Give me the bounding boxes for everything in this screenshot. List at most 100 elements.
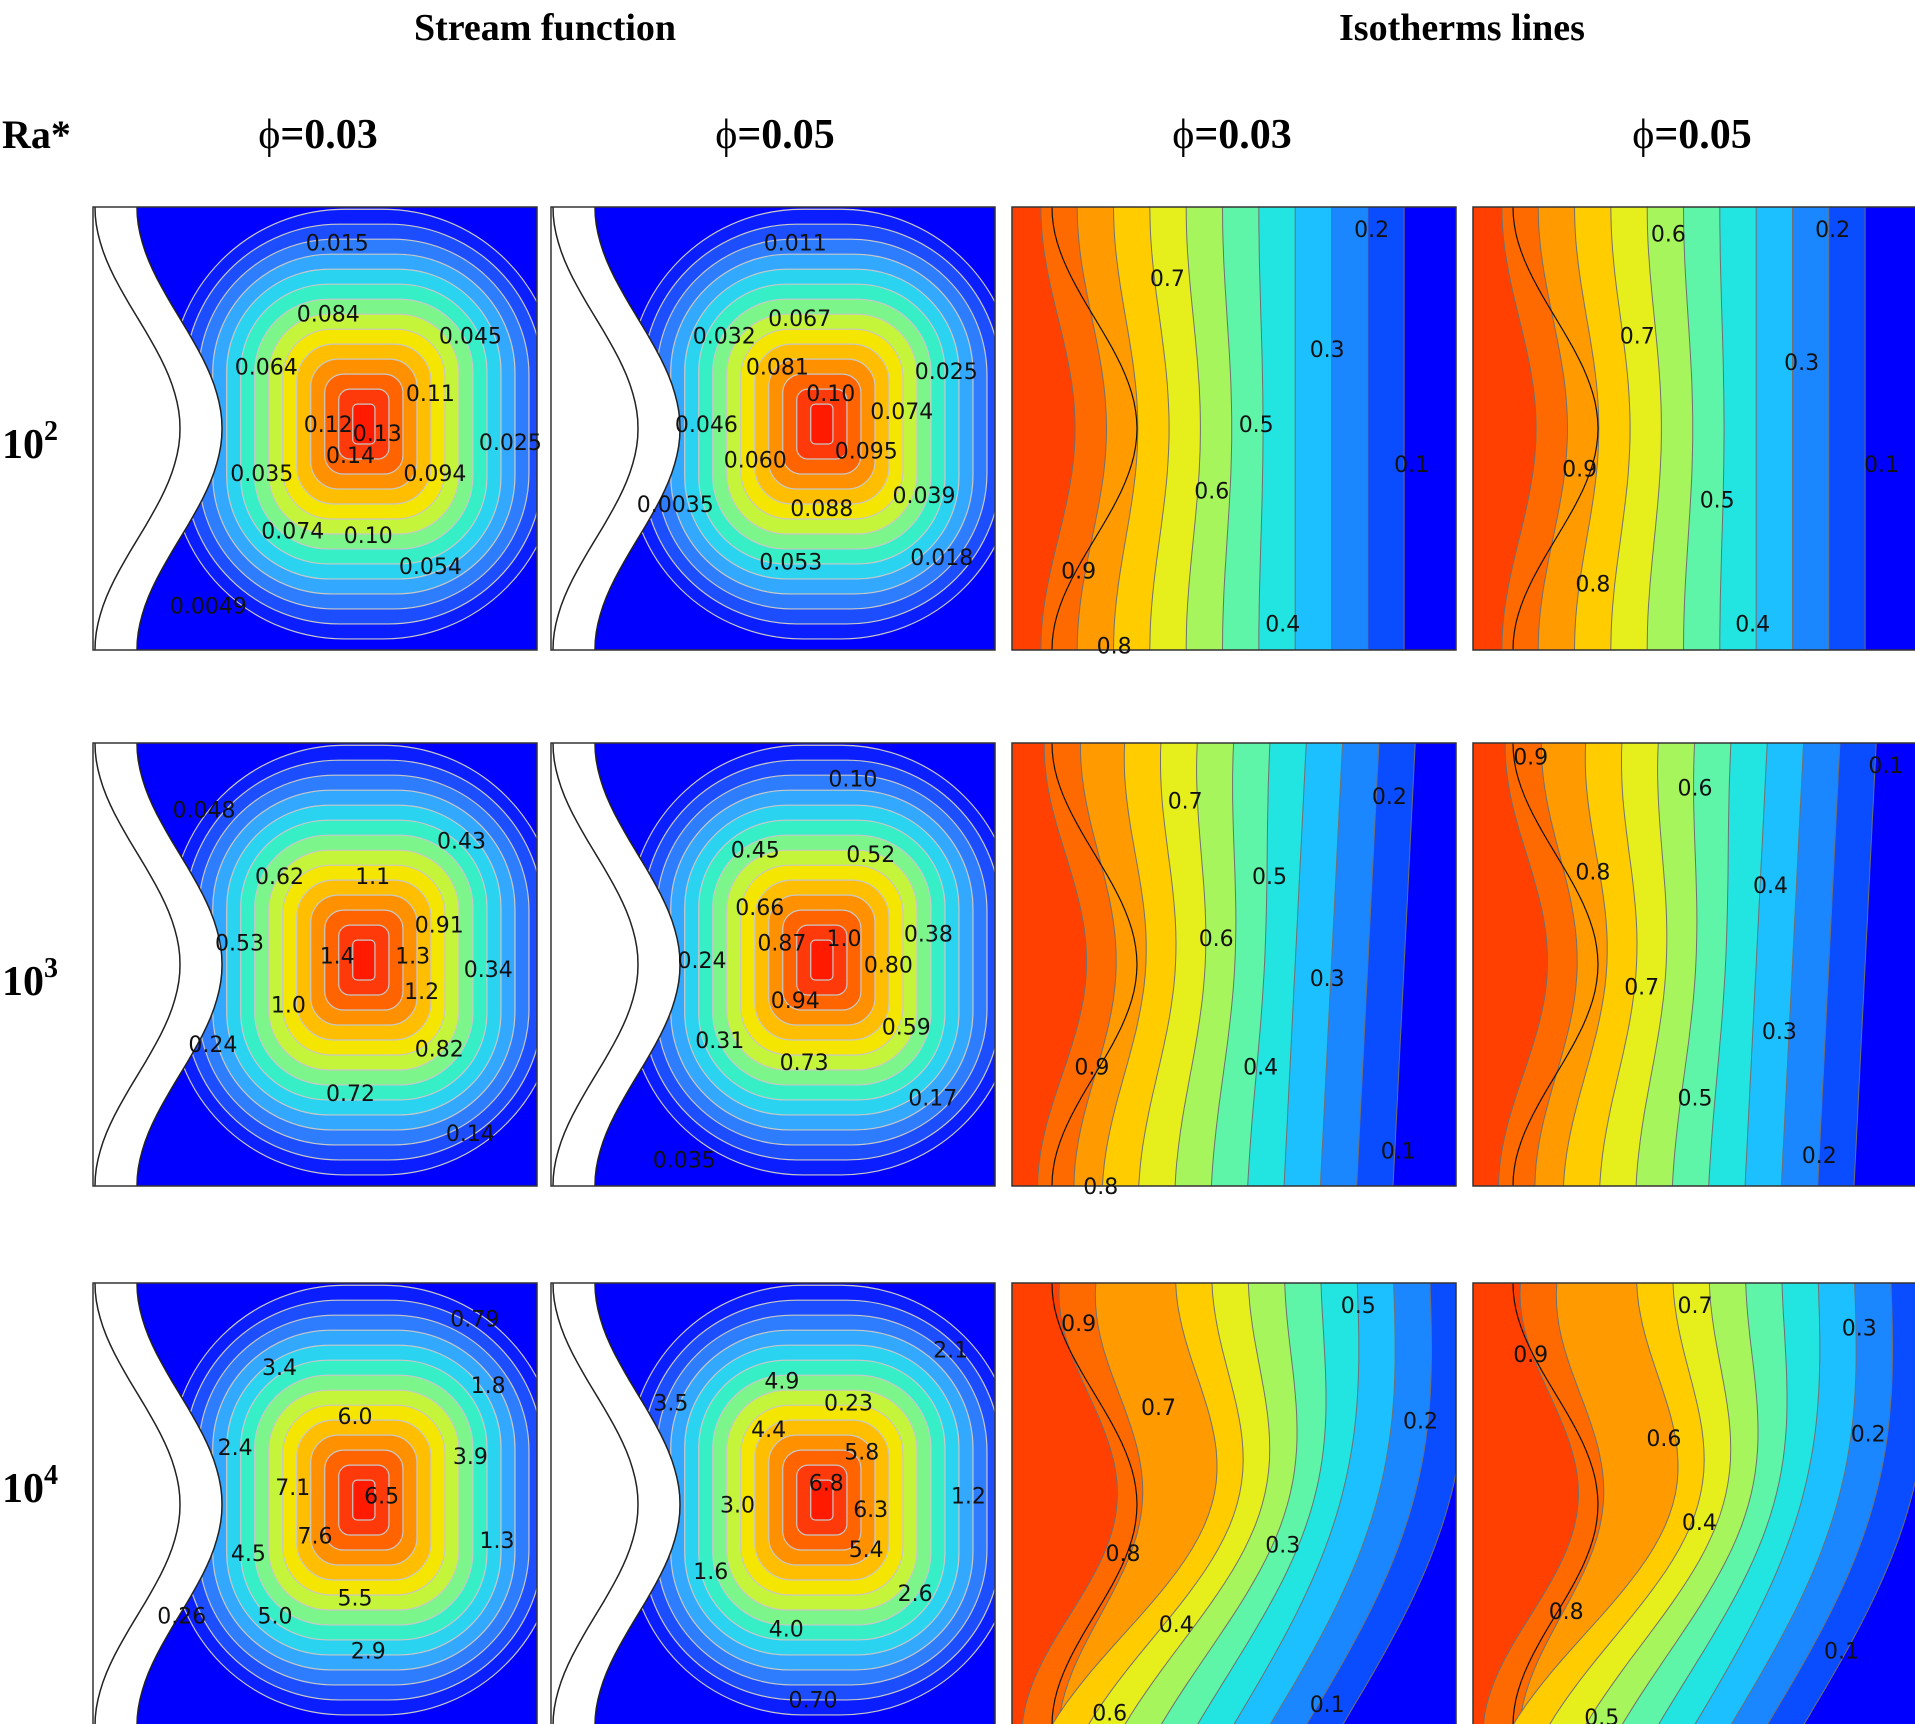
panel-2-3: 0.7 0.2 0.5 0.6 0.3 0.9 0.4 0.1 0.8 <box>1011 742 1457 1200</box>
contour-label: 0.4 <box>1159 1613 1194 1638</box>
contour-label: 0.8 <box>1106 1542 1141 1567</box>
contour-label: 0.9 <box>1562 457 1597 482</box>
contour-label: 2.4 <box>218 1436 253 1461</box>
contour-label: 0.13 <box>353 422 402 447</box>
contour-label: 0.5 <box>1700 488 1735 513</box>
contour-label: 0.2 <box>1802 1144 1837 1169</box>
contour-label: 0.3 <box>1784 351 1819 376</box>
contour-label: 0.1 <box>1381 1140 1416 1165</box>
contour-label: 1.0 <box>271 993 306 1018</box>
contour-label: 2.6 <box>898 1582 933 1607</box>
isotherm-wall-line <box>1051 1283 1138 1724</box>
contour-label: 6.3 <box>853 1498 888 1523</box>
phi-value: =0.03 <box>1194 112 1291 158</box>
isotherm-band <box>1403 207 1456 650</box>
panel-3-2: 2.1 3.5 4.9 0.23 4.4 5.86.8 1.2 3.0 6.3 5.4 1.6 2.6… <box>550 1282 996 1724</box>
contour-label: 0.095 <box>835 440 898 465</box>
contour-label: 5.8 <box>844 1440 879 1465</box>
contour-label: 0.10 <box>806 382 855 407</box>
solid-wall <box>551 207 680 650</box>
panel-frame <box>92 742 538 1187</box>
contour-label: 0.6 <box>1678 776 1713 801</box>
phi-value: =0.03 <box>280 112 377 158</box>
contour-label: 0.032 <box>693 325 756 350</box>
contour-label: 0.8 <box>1097 635 1132 660</box>
contour-label: 0.2 <box>1354 218 1389 243</box>
column-header-3: ϕ=0.03 <box>1172 112 1292 158</box>
phi-value: =0.05 <box>1654 112 1751 158</box>
contour-label: 0.66 <box>735 896 784 921</box>
row-header-2: 103 <box>2 953 58 1005</box>
contour-label: 0.2 <box>1403 1409 1438 1434</box>
row-header-3: 104 <box>2 1460 58 1512</box>
wall-outer-boundary <box>552 1283 639 1724</box>
column-header-1: ϕ=0.03 <box>258 112 378 158</box>
contour-label: 0.14 <box>446 1122 495 1147</box>
contour-label: 4.9 <box>764 1370 799 1395</box>
contour-label: 0.9 <box>1061 559 1096 584</box>
contour-label: 0.060 <box>724 449 787 474</box>
contour-label: 0.074 <box>261 519 324 544</box>
contour-label: 0.2 <box>1815 218 1850 243</box>
contour-label: 0.9 <box>1513 745 1548 770</box>
panel-frame <box>1472 206 1915 651</box>
contour-label: 0.6 <box>1651 223 1686 248</box>
contour-label: 0.5 <box>1584 1706 1619 1724</box>
contour-label: 0.17 <box>908 1086 957 1111</box>
solid-wall <box>93 207 222 650</box>
contour-label: 0.14 <box>326 444 375 469</box>
phi-symbol: ϕ <box>1172 112 1194 158</box>
contour-label: 0.4 <box>1735 612 1770 637</box>
stream-function-header: Stream function <box>414 7 676 49</box>
contour-label: 0.87 <box>757 931 806 956</box>
isotherm-band <box>1342 1283 1456 1724</box>
contour-label: 0.62 <box>255 865 304 890</box>
contour-label: 5.5 <box>338 1587 373 1612</box>
stream-contour-band <box>352 1479 376 1521</box>
contour-label: 0.3 <box>1310 967 1345 992</box>
contour-label: 0.9 <box>1061 1312 1096 1337</box>
contour-label: 0.11 <box>406 382 455 407</box>
contour-label: 0.084 <box>297 302 360 327</box>
wall-outer-boundary <box>94 1283 181 1724</box>
solid-wall <box>93 743 222 1186</box>
contour-label: 7.1 <box>275 1476 310 1501</box>
contour-label: 0.046 <box>675 413 738 438</box>
contour-label: 1.6 <box>693 1560 728 1585</box>
contour-label: 0.94 <box>771 989 820 1014</box>
contour-label: 0.70 <box>789 1688 838 1713</box>
panel-frame <box>1011 206 1457 651</box>
contour-label: 0.5 <box>1678 1086 1713 1111</box>
contour-label: 2.9 <box>351 1640 386 1665</box>
wall-outer-boundary <box>94 207 181 650</box>
contour-label: 0.025 <box>915 360 978 385</box>
contour-label: 0.91 <box>415 914 464 939</box>
contour-label: 0.018 <box>910 546 973 571</box>
contour-label: 0.074 <box>870 400 933 425</box>
contour-label: 0.2 <box>1851 1423 1886 1448</box>
phi-symbol: ϕ <box>258 112 280 158</box>
panel-3-1: 0.79 3.4 1.8 6.0 2.4 3.9 7.1 6.5 7.6 1.3 4.5 5.5 0.2… <box>92 1282 538 1724</box>
panel-3-4: 0.7 0.3 0.9 0.6 0.2 0.4 0.8 0.1 0.5 <box>1472 1282 1915 1724</box>
contour-label: 0.4 <box>1243 1055 1278 1080</box>
contour-label: 0.8 <box>1083 1175 1118 1200</box>
contour-label: 0.3 <box>1842 1316 1877 1341</box>
stream-contour-band <box>810 403 834 445</box>
contour-label: 6.0 <box>338 1405 373 1430</box>
contour-label: 0.8 <box>1549 1600 1584 1625</box>
panel-1-4: 0.6 0.2 0.7 0.3 0.1 0.9 0.5 0.8 0.4 <box>1472 206 1915 651</box>
solid-wall <box>551 1283 680 1724</box>
contour-label: 0.24 <box>188 1033 237 1058</box>
contour-label: 0.23 <box>824 1392 873 1417</box>
contour-label: 1.2 <box>404 980 439 1005</box>
contour-label: 1.8 <box>471 1374 506 1399</box>
panel-frame <box>1472 1282 1915 1724</box>
wall-outer-boundary <box>552 743 639 1186</box>
solid-wall <box>93 1283 222 1724</box>
contour-label: 4.0 <box>769 1618 804 1643</box>
panel-frame <box>92 206 538 651</box>
row-base: 10 <box>2 1466 44 1512</box>
contour-label: 0.011 <box>764 231 827 256</box>
